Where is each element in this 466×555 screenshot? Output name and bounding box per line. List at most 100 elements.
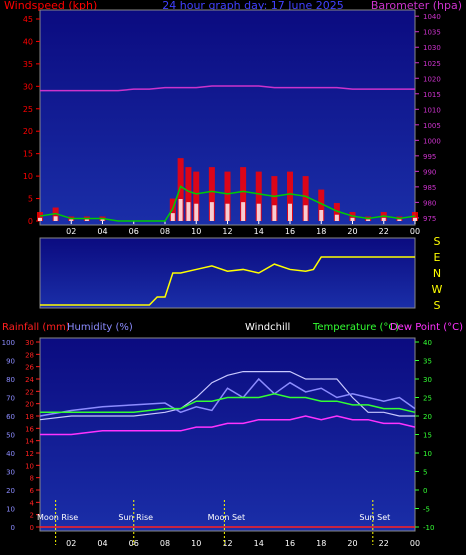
weather-plot-area	[39, 337, 416, 532]
humidity-tick-label: 50	[6, 432, 15, 440]
humidity-tick-label: 100	[2, 339, 15, 347]
hour-tick-label: 20	[347, 539, 357, 548]
baro-tick-label: 985	[423, 184, 436, 192]
wind-calm-fill	[303, 205, 308, 221]
event-label: Sun Set	[359, 513, 390, 522]
temperature-axis-title: Temperature (°C)	[312, 322, 399, 333]
humidity-tick-label: 40	[6, 450, 15, 458]
windchill-line	[39, 371, 415, 421]
temp-tick-label: 10	[423, 450, 432, 458]
windchill-label: Windchill	[245, 322, 290, 333]
wind-calm-fill	[100, 219, 105, 221]
temp-tick-label: -10	[423, 524, 434, 532]
rain-tick-label: 28	[25, 351, 34, 359]
baro-tick-label: 1035	[423, 29, 441, 37]
hour-tick-label: 08	[160, 539, 170, 548]
baro-tick-label: 990	[423, 168, 436, 176]
dewpoint-axis-title: Dew Point (°C)	[390, 322, 463, 333]
event-label: Sun Rise	[118, 513, 153, 522]
wind-calm-fill	[84, 219, 89, 221]
hour-tick-label: 06	[129, 227, 139, 236]
baro-tick-label: 1005	[423, 122, 441, 130]
hour-tick-label: 04	[97, 539, 107, 548]
rain-tick-label: 0	[30, 524, 34, 532]
baro-tick-label: 1030	[423, 44, 441, 52]
wind-tick-label: 40	[23, 37, 33, 46]
baro-tick-label: 1020	[423, 75, 441, 83]
wind-gust-bar	[240, 167, 247, 221]
wind-gust-bar	[185, 167, 192, 221]
temperature-line	[40, 393, 416, 414]
wind-calm-fill	[186, 202, 191, 221]
rain-tick-label: 24	[25, 376, 34, 384]
wind-tick-label: 0	[28, 217, 33, 226]
rain-tick-label: 16	[25, 425, 34, 433]
temp-tick-label: 40	[423, 339, 432, 347]
wind-gust-bar	[333, 203, 340, 221]
wind-calm-fill	[241, 202, 246, 221]
dewpoint-line	[40, 415, 416, 436]
temp-tick-label: 5	[423, 469, 427, 477]
humidity-tick-label: 90	[6, 358, 15, 366]
baro-tick-label: 1010	[423, 106, 441, 114]
hour-tick-label: 06	[129, 539, 139, 548]
wind-tick-label: 30	[23, 82, 33, 91]
wind-calm-fill	[209, 202, 214, 221]
hour-tick-label: 00	[410, 539, 420, 548]
humidity-tick-label: 0	[11, 524, 15, 532]
wind-calm-fill	[256, 203, 261, 221]
baro-tick-label: 980	[423, 199, 436, 207]
wind-gust-bar	[177, 158, 184, 221]
rain-tick-label: 18	[25, 413, 34, 421]
humidity-tick-label: 70	[6, 395, 15, 403]
wind-tick-label: 5	[28, 195, 33, 204]
wind-tick-label: 25	[23, 105, 33, 114]
rain-tick-label: 30	[25, 339, 34, 347]
wind-tick-label: 15	[23, 150, 33, 159]
direction-label: E	[434, 251, 441, 264]
baro-tick-label: 1000	[423, 137, 441, 145]
hour-tick-label: 22	[379, 227, 389, 236]
temp-tick-label: -5	[423, 506, 430, 514]
wind-gust-bar	[271, 176, 278, 221]
wind-calm-fill	[272, 205, 277, 221]
wind-average-line	[39, 185, 416, 222]
direction-label: S	[434, 235, 441, 248]
rain-tick-label: 2	[30, 512, 34, 520]
wind-calm-fill	[38, 217, 42, 221]
baro-tick-label: 1025	[423, 60, 441, 68]
baro-tick-label: 995	[423, 153, 436, 161]
direction-label: S	[434, 299, 441, 312]
hour-tick-label: 14	[254, 539, 264, 548]
wind-calm-fill	[69, 219, 74, 221]
wind-calm-fill	[381, 217, 386, 221]
wind-tick-label: 45	[23, 15, 33, 24]
wind-calm-fill	[319, 210, 324, 221]
wind-calm-fill	[170, 213, 175, 221]
wind-calm-fill	[194, 203, 199, 221]
wind-calm-fill	[350, 217, 355, 221]
baro-tick-label: 1040	[423, 13, 441, 21]
hour-tick-label: 02	[66, 227, 76, 236]
wind-gust-bar	[255, 171, 262, 221]
hour-tick-label: 04	[97, 227, 107, 236]
wind-calm-fill	[178, 199, 183, 221]
humidity-tick-label: 30	[6, 469, 15, 477]
hour-tick-label: 12	[222, 227, 232, 236]
wind-axis-title: Windspeed (kph)	[4, 0, 97, 12]
direction-label: N	[433, 267, 441, 280]
hour-tick-label: 08	[160, 227, 170, 236]
barometer-line	[40, 85, 415, 92]
hour-tick-label: 16	[285, 539, 295, 548]
rain-tick-label: 6	[30, 487, 35, 495]
wind-gust-bar	[224, 171, 231, 221]
hour-tick-label: 12	[222, 539, 232, 548]
wind-calm-fill	[413, 217, 417, 221]
event-label: Moon Set	[208, 513, 245, 522]
barometer-axis-title: Barometer (hpa)	[371, 0, 462, 12]
event-label: Moon Rise	[37, 513, 78, 522]
wind-calm-fill	[334, 214, 339, 221]
rainfall-axis-title: Rainfall (mm)	[2, 322, 70, 333]
rain-tick-label: 20	[25, 401, 34, 409]
